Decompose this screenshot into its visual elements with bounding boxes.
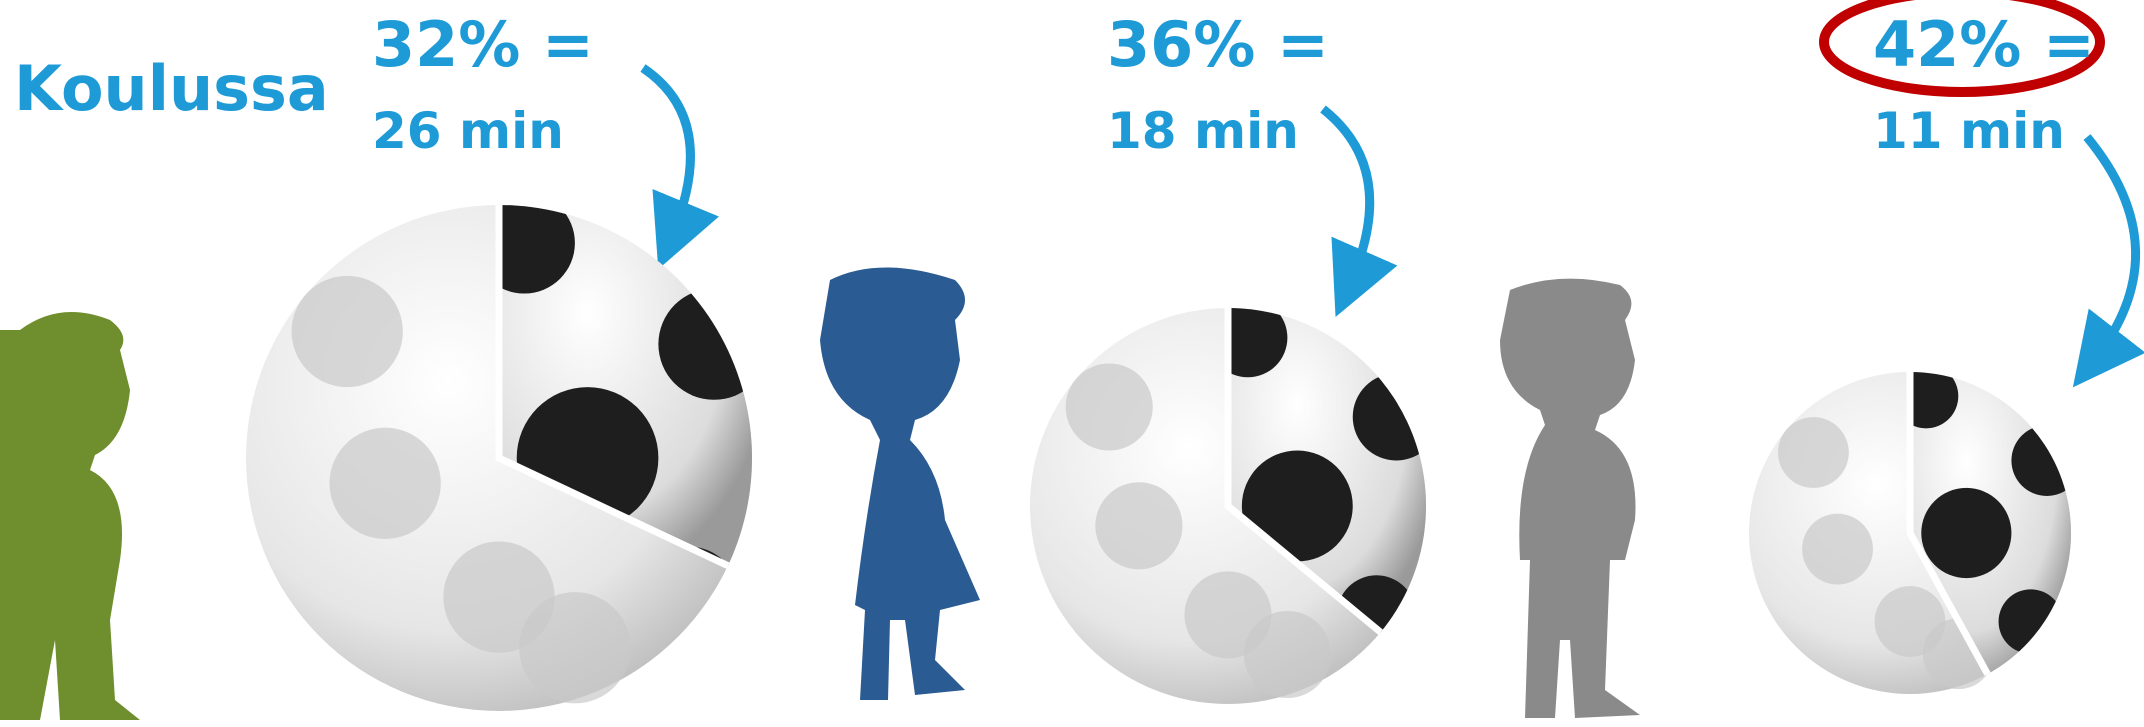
ball-panel-dark bbox=[1336, 575, 1417, 633]
ball-panel-dark bbox=[499, 205, 575, 294]
ball-panel bbox=[1802, 513, 1873, 585]
ball-panel-dark bbox=[1352, 373, 1427, 461]
girl-silhouette bbox=[820, 267, 980, 700]
ball-panel bbox=[329, 427, 441, 539]
arrow bbox=[2072, 134, 2144, 388]
ball-panel bbox=[1065, 363, 1153, 451]
soccer-ball bbox=[246, 205, 753, 711]
ball-panel bbox=[1243, 610, 1331, 699]
ball-panel bbox=[519, 592, 631, 704]
time-label: 11 min bbox=[1873, 102, 2065, 160]
ball-panel bbox=[291, 275, 403, 388]
slice-border bbox=[1906, 372, 1991, 676]
slice-border bbox=[1224, 308, 1383, 635]
percent-label: 32% = bbox=[372, 8, 594, 81]
boy-silhouette bbox=[0, 312, 140, 720]
ball-panel bbox=[1777, 417, 1849, 488]
ball-panel-dark bbox=[658, 288, 753, 400]
ball-pattern bbox=[1228, 308, 1427, 633]
slice-border bbox=[495, 205, 730, 569]
soccer-ball bbox=[1030, 308, 1427, 704]
percent-label: 42% = bbox=[1873, 8, 2095, 81]
ball-panel bbox=[1095, 482, 1183, 570]
soccer-ball bbox=[1749, 372, 2071, 694]
arrow bbox=[640, 64, 720, 270]
ball-panel-dark bbox=[1998, 589, 2063, 654]
boy-silhouette bbox=[1500, 278, 1640, 718]
ball-panel-dark bbox=[1921, 487, 2012, 579]
ball-panel-dark bbox=[1241, 450, 1353, 562]
title: Koulussa bbox=[14, 52, 329, 125]
ball-panel-dark bbox=[2011, 425, 2071, 496]
arrow bbox=[1320, 105, 1398, 317]
percent-label: 36% = bbox=[1107, 8, 1329, 81]
time-label: 26 min bbox=[372, 102, 564, 160]
highlight-ellipse bbox=[1819, 0, 2105, 97]
time-label: 18 min bbox=[1107, 102, 1299, 160]
